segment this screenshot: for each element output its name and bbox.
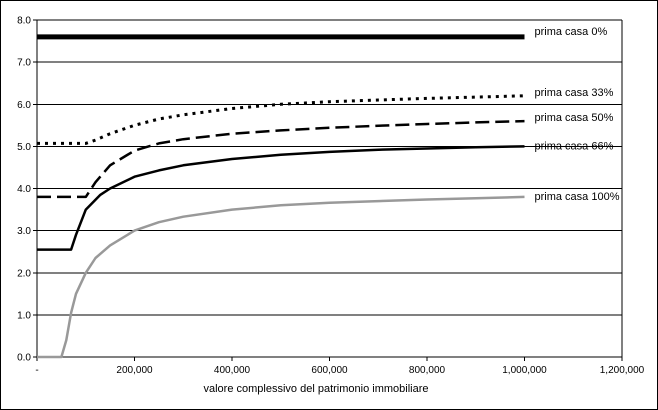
y-tick-label: 1.0: [17, 310, 31, 321]
x-tick-label: 200,000: [116, 365, 153, 376]
series-line-4: [37, 195, 525, 359]
series-lines: [37, 34, 525, 359]
x-axis-title: valore complessivo del patrimonio immobi…: [204, 383, 429, 395]
x-tick-label: -: [35, 365, 38, 376]
x-tick-label: 800,000: [409, 365, 446, 376]
y-tick-label: 0.0: [17, 353, 31, 364]
y-tick-label: 3.0: [17, 226, 31, 237]
x-tick-label: 400,000: [214, 365, 251, 376]
y-tick-label: 8.0: [17, 16, 31, 27]
series-line-3: [37, 145, 525, 251]
series-label-2: prima casa 50%: [535, 112, 614, 124]
series-labels: prima casa 0% prima casa 33% prima casa 50…: [535, 26, 620, 203]
series-label-4: prima casa 100%: [535, 191, 620, 203]
series-line-1: [37, 94, 525, 145]
series-label-0: prima casa 0%: [535, 26, 608, 38]
x-tick-label: 1,200,000: [600, 365, 645, 376]
gridlines: [37, 19, 622, 358]
y-tick-label: 7.0: [17, 58, 31, 69]
axes: [33, 19, 623, 361]
x-tick-label: 600,000: [311, 365, 348, 376]
series-label-1: prima casa 33%: [535, 87, 614, 99]
tick-labels: 0.0 1.0 2.0 3.0 4.0 5.0 6.0 7.0 8.0 - 200,000 400,0…: [17, 16, 645, 377]
y-tick-label: 6.0: [17, 100, 31, 111]
y-tick-label: 5.0: [17, 142, 31, 153]
series-line-2: [37, 119, 525, 199]
x-tick-label: 1,000,000: [502, 365, 547, 376]
series-label-3: prima casa 66%: [535, 140, 614, 152]
y-tick-label: 2.0: [17, 268, 31, 279]
y-tick-label: 4.0: [17, 184, 31, 195]
